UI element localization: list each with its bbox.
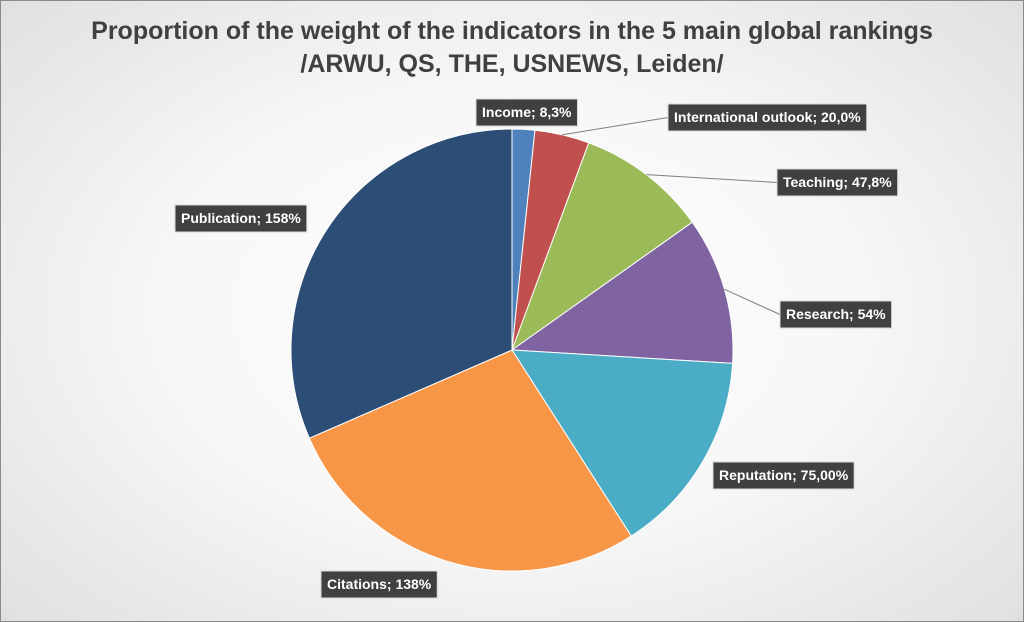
data-label-text: International outlook; 20,0%	[674, 109, 861, 125]
data-label-publication: Publication; 158%	[174, 204, 308, 233]
leader-line	[562, 117, 669, 136]
chart-title: Proportion of the weight of the indicato…	[1, 15, 1023, 81]
leader-line	[646, 174, 778, 183]
data-label-text: Research; 54%	[786, 306, 886, 322]
data-label-box	[776, 168, 899, 197]
data-label-text: Citations; 138%	[327, 576, 432, 592]
pie-slice-reputation	[511, 349, 734, 537]
data-label-box	[320, 570, 438, 599]
data-label-box	[667, 103, 868, 132]
data-label-citations: Citations; 138%	[320, 570, 438, 599]
chart-title-line: Proportion of the weight of the indicato…	[91, 17, 933, 45]
data-label-reputation: Reputation; 75,00%	[712, 461, 855, 490]
data-label-box	[779, 300, 893, 329]
data-label-text: Publication; 158%	[181, 210, 301, 226]
data-label-text: Teaching; 47,8%	[783, 174, 892, 190]
data-label-box	[174, 204, 308, 233]
leader-line	[724, 288, 781, 315]
data-label-income: Income; 8,3%	[475, 98, 578, 127]
leader-lines	[562, 117, 781, 315]
pie-slice-research	[510, 221, 734, 364]
data-label-text: Reputation; 75,00%	[719, 467, 849, 483]
pie-slice-teaching	[510, 142, 694, 352]
data-label-international-outlook: International outlook; 20,0%	[667, 103, 868, 132]
chart-subtitle-line: /ARWU, QS, THE, USNEWS, Leiden/	[300, 50, 724, 78]
data-label-text: Income; 8,3%	[482, 104, 572, 120]
data-label-research: Research; 54%	[779, 300, 893, 329]
data-label-teaching: Teaching; 47,8%	[776, 168, 899, 197]
data-label-box	[475, 98, 578, 127]
data-label-box	[712, 461, 855, 490]
pie-slice-citations	[308, 349, 632, 572]
data-labels: Income; 8,3% International outlook; 20,0%…	[174, 98, 899, 599]
pie-slice-publication	[290, 128, 513, 439]
pie-slices	[290, 128, 734, 572]
